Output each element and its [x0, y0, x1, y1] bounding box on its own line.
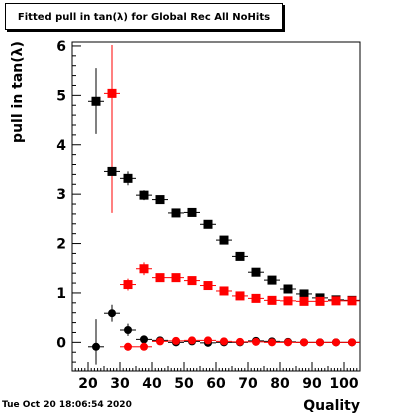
x-axis-label: Quality [303, 398, 360, 414]
data-point-square [139, 264, 149, 274]
x-tick-label: 70 [238, 376, 258, 392]
data-point-circle [108, 309, 116, 318]
data-point-square [123, 173, 133, 183]
data-point-circle [92, 342, 100, 351]
data-point-square [123, 280, 133, 290]
y-tick-label: 1 [56, 286, 66, 302]
tick-marks [71, 45, 361, 371]
data-point-circle [220, 337, 228, 346]
data-point-square [187, 276, 197, 286]
data-point-square [299, 289, 309, 299]
x-tick-label: 40 [142, 376, 162, 392]
data-point-square [155, 273, 165, 283]
data-point-square [219, 286, 229, 296]
data-markers [91, 88, 357, 351]
data-point-circle [284, 338, 292, 347]
data-point-circle [124, 342, 132, 351]
data-point-square [347, 296, 357, 306]
y-tick-label: 6 [56, 39, 66, 55]
data-point-square [203, 219, 213, 229]
error-bars [88, 44, 360, 365]
date-stamp: Tue Oct 20 18:06:54 2020 [2, 400, 132, 410]
data-point-circle [204, 336, 212, 345]
x-tick-label: 80 [270, 376, 290, 392]
data-point-circle [268, 338, 276, 347]
data-point-circle [348, 338, 356, 347]
data-point-circle [140, 335, 148, 344]
data-point-square [251, 293, 261, 303]
data-point-square [203, 281, 213, 291]
x-tick-label: 20 [78, 376, 98, 392]
data-point-square [187, 207, 197, 217]
y-axis-label: pull in tan(λ) [10, 41, 26, 143]
data-point-circle [252, 337, 260, 346]
data-point-square [235, 251, 245, 261]
tick-labels: 20 30 40 50 60 70 80 90 100 0 1 2 3 4 5 6 [56, 39, 359, 392]
data-point-circle [156, 337, 164, 346]
data-point-square [315, 296, 325, 306]
data-point-circle [332, 338, 340, 347]
data-point-square [91, 96, 101, 106]
data-point-square [331, 296, 341, 306]
y-tick-label: 5 [56, 88, 66, 104]
data-point-square [219, 235, 229, 245]
x-tick-label: 90 [302, 376, 322, 392]
data-point-circle [172, 336, 180, 345]
data-point-square [283, 284, 293, 294]
x-tick-label: 60 [206, 376, 226, 392]
data-point-square [283, 296, 293, 306]
data-point-square [171, 208, 181, 218]
y-tick-label: 3 [56, 187, 66, 203]
data-point-square [267, 275, 277, 285]
x-tick-label: 100 [329, 376, 358, 392]
data-point-square [267, 295, 277, 305]
data-point-square [107, 166, 117, 176]
x-tick-label: 30 [110, 376, 130, 392]
data-point-circle [236, 337, 244, 346]
data-point-square [235, 291, 245, 301]
data-point-circle [300, 338, 308, 347]
data-point-square [251, 267, 261, 277]
data-point-circle [316, 338, 324, 347]
data-point-square [299, 296, 309, 306]
chart-title: Fitted pull in tan(λ) for Global Rec All… [5, 3, 283, 30]
data-point-circle [124, 325, 132, 334]
data-point-square [155, 195, 165, 205]
x-tick-label: 50 [174, 376, 194, 392]
data-point-square [171, 273, 181, 283]
data-point-circle [140, 342, 148, 351]
data-point-square [107, 88, 117, 98]
y-tick-label: 2 [56, 237, 66, 253]
data-point-square [139, 190, 149, 200]
y-tick-label: 4 [56, 138, 66, 154]
y-tick-label: 0 [56, 335, 66, 351]
data-point-circle [188, 336, 196, 345]
